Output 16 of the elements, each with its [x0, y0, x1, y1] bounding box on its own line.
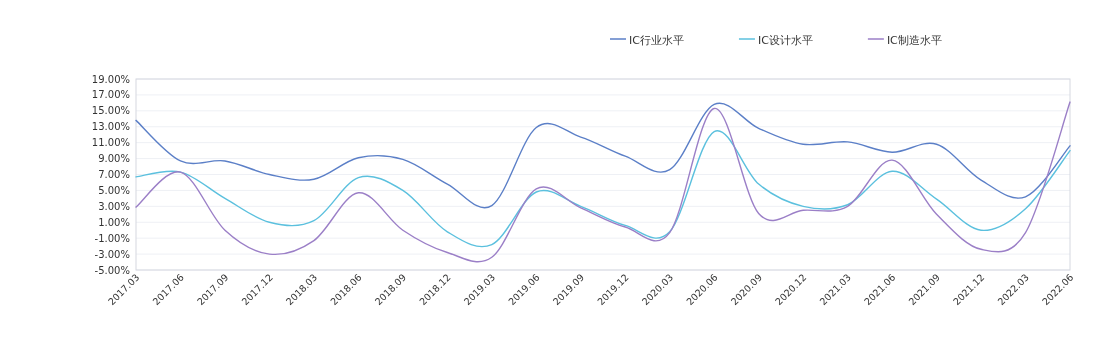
y-tick-label: 9.00%: [98, 153, 130, 165]
legend-label: IC设计水平: [757, 33, 813, 47]
y-tick-label: 19.00%: [91, 73, 130, 85]
y-tick-label: -5.00%: [94, 264, 130, 276]
y-tick-label: -3.00%: [94, 248, 130, 260]
y-tick-label: 3.00%: [98, 200, 130, 212]
y-tick-label: 5.00%: [98, 184, 130, 196]
y-tick-label: 13.00%: [91, 121, 130, 133]
legend-label: IC行业水平: [629, 33, 684, 47]
y-tick-label: 17.00%: [91, 89, 130, 101]
y-tick-label: 15.00%: [91, 105, 130, 117]
y-tick-label: -1.00%: [94, 232, 130, 244]
y-tick-label: 11.00%: [91, 137, 130, 149]
y-tick-label: 1.00%: [98, 216, 130, 228]
legend-label: IC制造水平: [886, 33, 942, 47]
y-tick-label: 7.00%: [98, 169, 130, 180]
